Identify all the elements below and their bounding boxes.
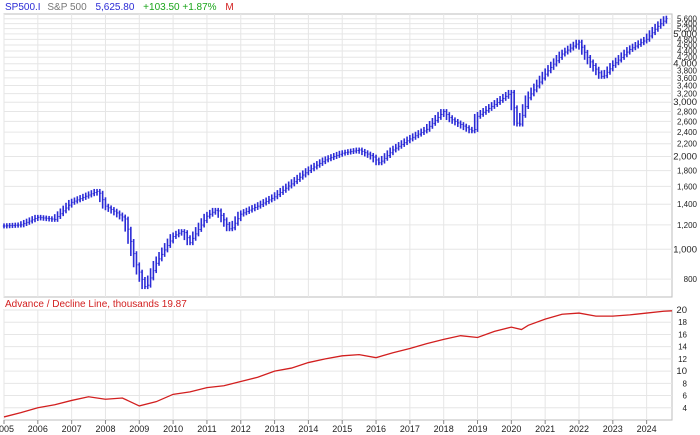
xtick-label: 2006 xyxy=(28,424,48,434)
xtick-label: 2021 xyxy=(535,424,555,434)
price-ytick-label: 5,200 xyxy=(677,25,698,34)
header-last: 5,625.80 xyxy=(95,2,134,13)
xtick-label: 2010 xyxy=(163,424,183,434)
header-period: M xyxy=(225,2,233,13)
xtick-label: 2020 xyxy=(501,424,521,434)
price-ytick-label: 3,400 xyxy=(677,81,698,90)
xtick-label: 2016 xyxy=(366,424,386,434)
ad-ytick-label: 18 xyxy=(678,318,687,327)
xtick-label: 2017 xyxy=(400,424,420,434)
ad-ytick-label: 20 xyxy=(676,305,687,316)
ad-ytick-label: 6 xyxy=(683,392,688,401)
header-symbol: SP500.I xyxy=(5,2,41,13)
header-name: S&P 500 xyxy=(47,2,87,13)
xtick-label: 2018 xyxy=(434,424,454,434)
xtick-label: 2009 xyxy=(129,424,149,434)
header-change: +103.50 +1.87% xyxy=(143,2,217,13)
ad-ytick-label: 12 xyxy=(678,355,687,364)
price-ytick-label: 4,000 xyxy=(673,59,697,70)
ad-gridlines xyxy=(3,309,672,420)
price-ytick-label: 5,400 xyxy=(677,20,698,29)
xtick-label: 2015 xyxy=(332,424,352,434)
price-ytick-label: 2,800 xyxy=(677,107,698,116)
xtick-label: 2011 xyxy=(197,424,216,434)
price-ytick-label: 5,600 xyxy=(677,15,698,24)
price-y-axis: 800 1,000 1,200 1,400 1,600 1,800 2,000 2,200 2,… xyxy=(673,15,697,284)
ad-panel-title: Advance / Decline Line, thousands 19.87 xyxy=(5,299,187,310)
ad-y-axis: 4 6 8 10 12 14 16 18 20 xyxy=(676,305,687,413)
xtick-label: 2013 xyxy=(265,424,285,434)
price-ytick-label: 4,200 xyxy=(677,53,698,62)
price-ytick-label: 2,000 xyxy=(673,151,697,162)
price-ytick-label: 4,800 xyxy=(677,35,698,44)
price-ytick-label: 3,800 xyxy=(677,67,698,76)
xtick-label: 2012 xyxy=(231,424,251,434)
price-ytick-label: 2,200 xyxy=(677,140,698,149)
ad-series xyxy=(3,310,673,418)
price-ytick-label: 3,200 xyxy=(677,90,698,99)
price-ytick-label: 1,800 xyxy=(677,167,698,176)
ad-line xyxy=(3,310,673,418)
xtick-label: 2019 xyxy=(468,424,488,434)
price-ytick-label: 800 xyxy=(684,275,698,284)
ad-ytick-label: 8 xyxy=(683,379,688,388)
price-ytick-label: 1,200 xyxy=(677,221,698,230)
ad-panel-frame xyxy=(3,309,673,421)
price-ytick-label: 4,400 xyxy=(677,47,698,56)
price-ytick-label: 4,600 xyxy=(677,41,698,50)
xtick-label: 2014 xyxy=(298,424,318,434)
price-ytick-label: 2,600 xyxy=(677,117,698,126)
price-ytick-label: 1,400 xyxy=(677,200,698,209)
header: SP500.I S&P 500 5,625.80 +103.50 +1.87% … xyxy=(5,2,234,13)
ad-ytick-label: 10 xyxy=(676,366,687,377)
ad-ytick-label: 4 xyxy=(683,404,688,413)
price-ytick-label: 1,000 xyxy=(673,244,697,255)
price-ytick-label: 3,000 xyxy=(673,97,697,108)
price-series xyxy=(2,15,668,290)
xtick-label: 2022 xyxy=(569,424,589,434)
ad-ytick-label: 16 xyxy=(678,330,687,339)
xtick-label: 2023 xyxy=(603,424,623,434)
xtick-label: 2024 xyxy=(637,424,657,434)
xtick-label: 2008 xyxy=(95,424,115,434)
price-ytick-label: 3,600 xyxy=(677,74,698,83)
xtick-label: 2007 xyxy=(62,424,82,434)
price-ytick-label: 1,600 xyxy=(677,182,698,191)
price-ytick-label: 5,000 xyxy=(673,29,697,40)
price-ytick-label: 2,400 xyxy=(677,128,698,137)
price-gridlines xyxy=(3,14,672,297)
ad-ytick-label: 14 xyxy=(678,343,687,352)
price-panel-frame xyxy=(3,13,673,298)
